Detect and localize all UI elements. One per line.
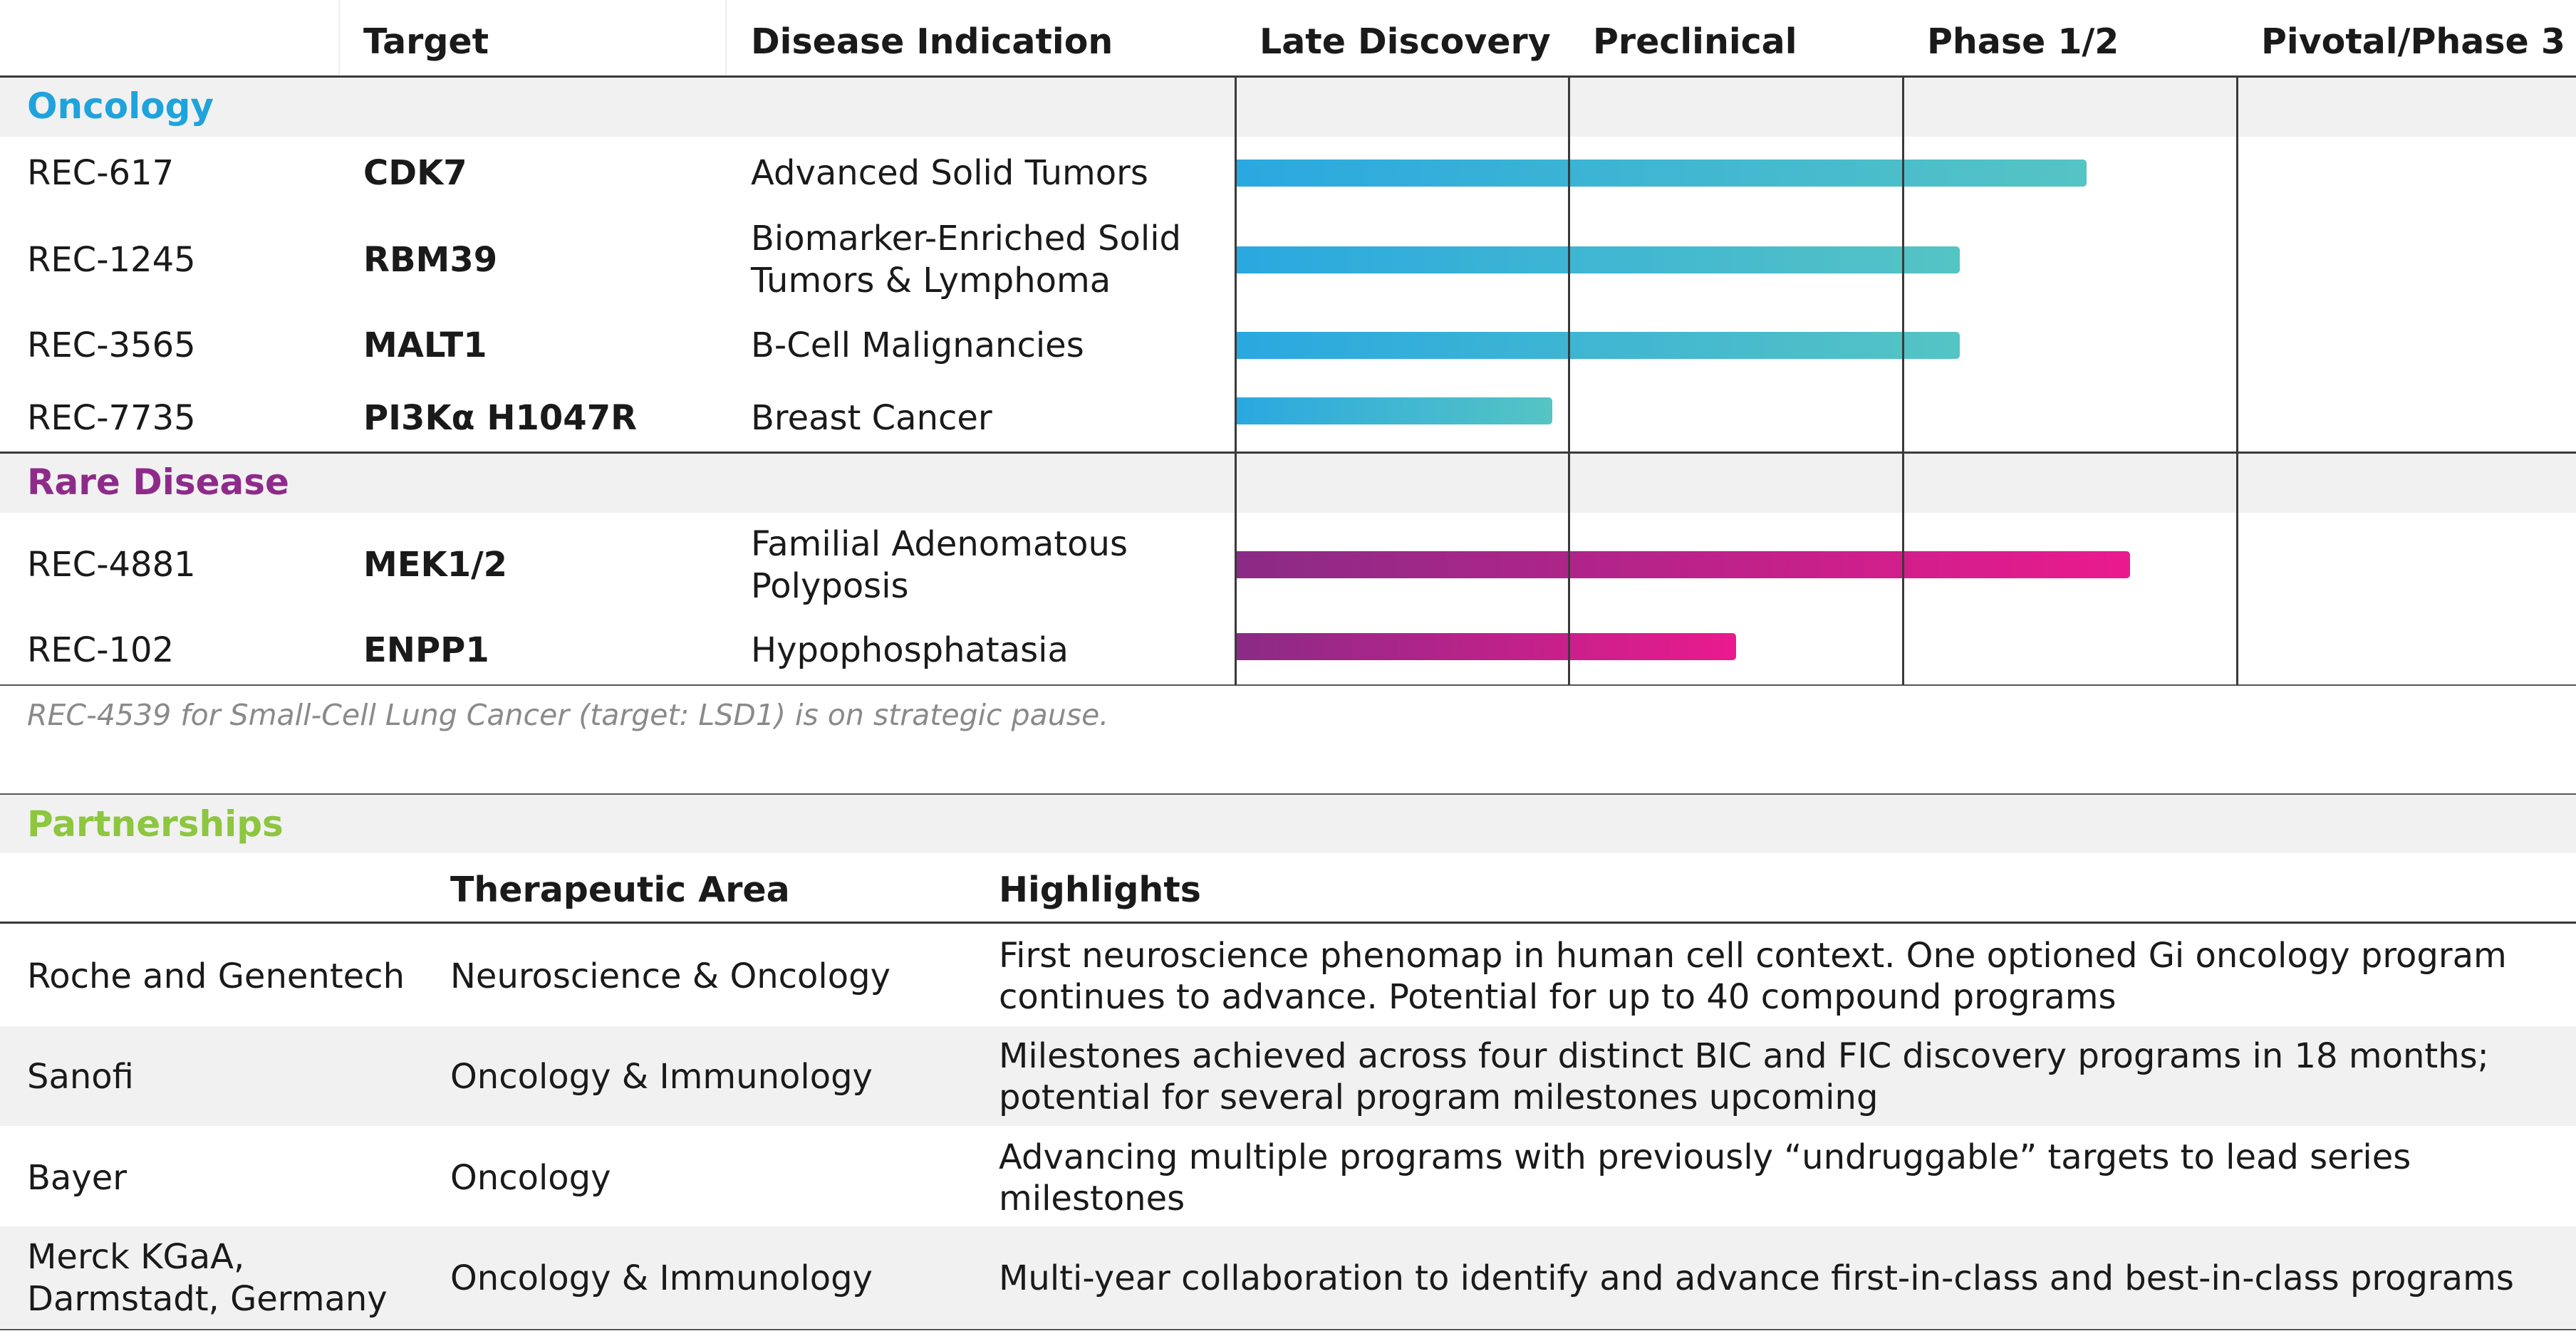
target-name: MALT1 [363,325,487,365]
partnership-row-shade [0,1226,2576,1328]
highlights: Multi-year collaboration to identify and… [999,1258,2514,1298]
progress-bar [1235,397,1552,424]
partner-name: Merck KGaA, [27,1237,245,1277]
target-name: ENPP1 [363,630,489,670]
progress-bar [1235,332,1960,359]
program-id: REC-617 [27,153,175,193]
indication: Biomarker-Enriched Solid [751,219,1182,259]
stage-divider [1902,75,1904,685]
oncology-band [0,78,2576,137]
indication: Tumors & Lymphoma [751,261,1111,301]
header-stage-pivotal: Pivotal/Phase 3 [2261,21,2565,62]
header-stage-preclinical: Preclinical [1593,21,1797,62]
partner-name: Bayer [27,1158,128,1198]
highlights: milestones [999,1179,1185,1219]
indication: B-Cell Malignancies [751,325,1084,365]
highlights: First neuroscience phenomap in human cel… [999,936,2507,976]
progress-bar [1235,160,2087,187]
header-target: Target [363,21,489,62]
target-name: CDK7 [363,153,467,193]
progress-bar [1235,246,1960,273]
indication: Advanced Solid Tumors [751,153,1148,193]
oncology-label: Oncology [27,85,214,127]
rare-disease-label: Rare Disease [27,461,289,503]
therapeutic-area: Oncology & Immunology [450,1258,873,1298]
target-name: MEK1/2 [363,545,508,585]
therapeutic-area: Neuroscience & Oncology [450,956,890,996]
header-stage-late-discovery: Late Discovery [1260,21,1551,62]
section-rule [0,452,2576,454]
program-id: REC-102 [27,630,175,670]
indication: Breast Cancer [751,398,992,438]
partner-name: Roche and Genentech [27,956,405,996]
stage-divider [1235,75,1237,685]
header-stage-phase12: Phase 1/2 [1927,21,2119,62]
program-id: REC-3565 [27,325,196,365]
header-therapeutic-area: Therapeutic Area [450,870,790,910]
target-name: RBM39 [363,240,498,280]
program-id: REC-1245 [27,240,196,280]
highlights: potential for several program milestones… [999,1078,1879,1117]
header-divider [338,0,340,75]
program-id: REC-7735 [27,398,196,438]
partner-name: Sanofi [27,1057,134,1097]
partnerships-label: Partnerships [27,803,284,845]
progress-bar [1235,633,1736,660]
partner-name: Darmstadt, Germany [27,1279,388,1319]
header-highlights: Highlights [999,870,1201,910]
partnerships-top-rule [0,793,2576,795]
header-rule [0,75,2576,78]
header-indication: Disease Indication [751,21,1113,62]
indication: Polyposis [751,566,909,606]
indication: Familial Adenomatous [751,524,1128,564]
partnerships-band [0,795,2576,853]
highlights: Milestones achieved across four distinct… [999,1036,2489,1076]
partnerships-header-rule [0,922,2576,924]
highlights: Advancing multiple programs with previou… [999,1137,2411,1177]
therapeutic-area: Oncology & Immunology [450,1057,873,1097]
stage-divider [1568,75,1570,685]
progress-bar [1235,551,2130,578]
stage-divider [2236,75,2238,685]
program-id: REC-4881 [27,545,196,585]
therapeutic-area: Oncology [450,1158,611,1198]
footnote: REC-4539 for Small-Cell Lung Cancer (tar… [27,698,1109,732]
target-name: PI3Kα H1047R [363,398,638,438]
highlights: continues to advance. Potential for up t… [999,977,2117,1017]
partnerships-bottom-rule [0,1329,2576,1330]
partnership-row-shade [0,1026,2576,1126]
header-divider [725,0,727,75]
indication: Hypophosphatasia [751,630,1069,670]
rare-band [0,454,2576,513]
pipeline-bottom-rule [0,684,2576,686]
